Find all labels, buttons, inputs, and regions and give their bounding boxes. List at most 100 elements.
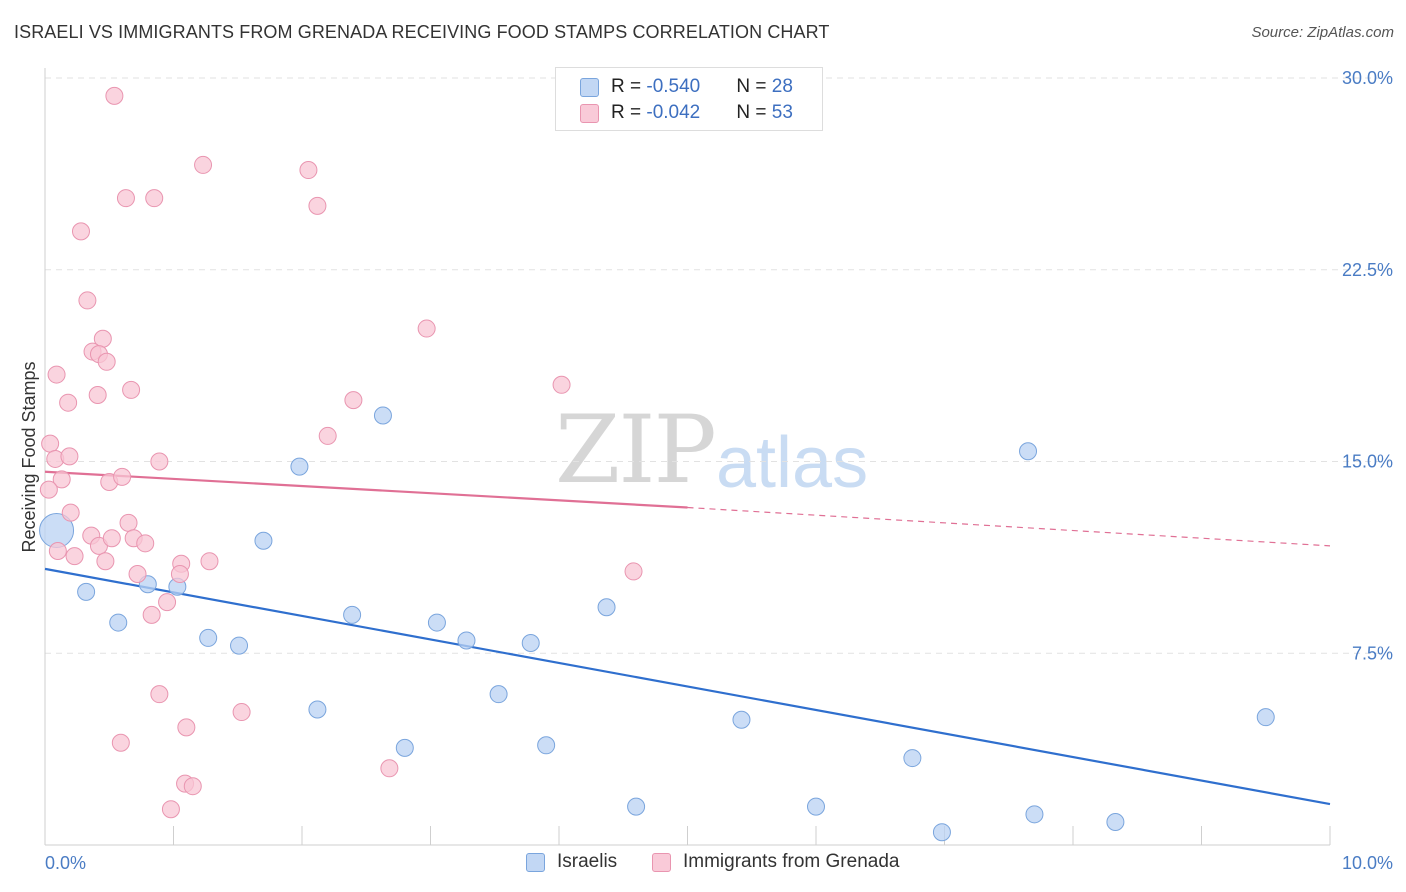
grenada-point <box>41 434 60 453</box>
grenada-point <box>122 380 141 399</box>
legend-item-israelis: Israelis <box>526 851 617 873</box>
israelis-point <box>932 823 951 842</box>
legend-swatch-israelis <box>526 852 545 872</box>
israelis-point <box>1256 708 1275 727</box>
legend-n-value: 53 <box>771 102 793 123</box>
grenada-point <box>142 605 161 624</box>
israelis-point <box>395 738 414 757</box>
grenada-point <box>78 291 97 310</box>
israelis-point <box>1025 805 1044 824</box>
y-tick-label: 7.5% <box>1352 643 1393 663</box>
grenada-point <box>344 391 363 410</box>
grenada-point <box>150 685 169 704</box>
trend-lines <box>44 470 1331 806</box>
grenada-point <box>59 393 78 412</box>
israelis-point <box>427 613 446 632</box>
israelis-trend-line <box>44 567 1331 806</box>
grenada-point <box>308 196 327 215</box>
grenada-point <box>380 759 399 778</box>
legend-row-israelis: R = -0.540 N = 28 <box>580 75 793 99</box>
israelis-point <box>230 636 249 655</box>
legend-n-value: 28 <box>771 76 793 97</box>
grid-lines <box>45 77 1390 654</box>
grenada-point <box>183 777 202 796</box>
series-legend: Israelis Immigrants from Grenada <box>0 851 1406 877</box>
grenada-point <box>145 189 164 208</box>
israelis-point <box>77 582 96 601</box>
data-points <box>39 86 1275 842</box>
israelis-point <box>537 736 556 755</box>
legend-row-grenada: R = -0.042 N = 53 <box>580 101 793 125</box>
grenada-point <box>128 564 147 583</box>
x-tick-label: 10.0% <box>1342 853 1393 873</box>
y-tick-label: 30.0% <box>1342 68 1393 88</box>
y-tick-label: 15.0% <box>1342 452 1393 472</box>
israelis-point <box>627 797 646 816</box>
legend-item-grenada: Immigrants from Grenada <box>652 851 899 873</box>
israelis-point <box>732 710 751 729</box>
y-axis-label: Receiving Food Stamps <box>19 361 39 552</box>
israelis-point <box>1019 442 1038 461</box>
grenada-point <box>65 547 84 566</box>
correlation-legend: R = -0.540 N = 28 R = -0.042 N = 53 <box>555 67 823 131</box>
grenada-point <box>52 470 71 489</box>
y-tick-label: 22.5% <box>1342 260 1393 280</box>
grenada-point <box>60 447 79 466</box>
grenada-point <box>88 386 107 405</box>
israelis-point <box>290 457 309 476</box>
grenada-point <box>624 562 643 581</box>
grenada-point <box>552 375 571 394</box>
israelis-point <box>457 631 476 650</box>
grenada-point <box>97 352 116 371</box>
watermark-atlas: atlas <box>716 423 869 503</box>
legend-r-value: -0.042 <box>646 102 701 123</box>
chart-title: ISRAELI VS IMMIGRANTS FROM GRENADA RECEI… <box>14 22 830 42</box>
grenada-trend-line <box>44 470 688 509</box>
legend-r-value: -0.540 <box>646 76 701 97</box>
grenada-point <box>177 718 196 737</box>
israelis-point <box>903 749 922 768</box>
grenada-point <box>158 593 177 612</box>
grenada-trend-extension <box>687 506 1331 547</box>
legend-n-label: N = <box>736 102 772 123</box>
watermark-zip: ZIP <box>555 396 717 505</box>
israelis-point <box>373 406 392 425</box>
grenada-point <box>417 319 436 338</box>
grenada-point <box>194 155 213 174</box>
israelis-point <box>521 634 540 653</box>
grenada-point <box>96 552 115 571</box>
israelis-point <box>343 605 362 624</box>
axis-labels: 7.5% 15.0% 22.5% 30.0% 0.0% 10.0% Receiving Fo… <box>19 68 1393 873</box>
grenada-point <box>48 541 67 560</box>
israelis-point <box>1106 812 1125 831</box>
israelis-point <box>807 797 825 816</box>
grenada-point <box>61 503 80 522</box>
legend-label-grenada: Immigrants from Grenada <box>683 851 900 872</box>
legend-swatch-grenada <box>652 852 671 872</box>
israelis-point <box>109 613 128 632</box>
grenada-point <box>232 703 251 722</box>
grenada-point <box>318 426 337 445</box>
grenada-point <box>136 534 155 553</box>
grenada-point <box>161 800 180 819</box>
source-credit: Source: ZipAtlas.com <box>1251 24 1394 41</box>
grenada-point <box>102 529 121 548</box>
grenada-point <box>113 467 132 486</box>
grenada-point <box>47 365 66 384</box>
legend-swatch-israelis <box>580 77 599 97</box>
israelis-point <box>308 700 327 719</box>
grenada-point <box>105 86 124 105</box>
legend-label-israelis: Israelis <box>557 851 618 872</box>
grenada-point <box>39 480 58 499</box>
legend-r-label: R = <box>611 76 647 97</box>
grenada-point <box>170 564 189 583</box>
legend-swatch-grenada <box>580 103 599 123</box>
grenada-point <box>119 513 138 532</box>
axes <box>44 68 1331 846</box>
grenada-point <box>71 222 90 241</box>
grenada-point <box>111 733 130 752</box>
israelis-point <box>254 531 273 550</box>
israelis-point <box>199 628 218 647</box>
israelis-point <box>489 685 508 704</box>
